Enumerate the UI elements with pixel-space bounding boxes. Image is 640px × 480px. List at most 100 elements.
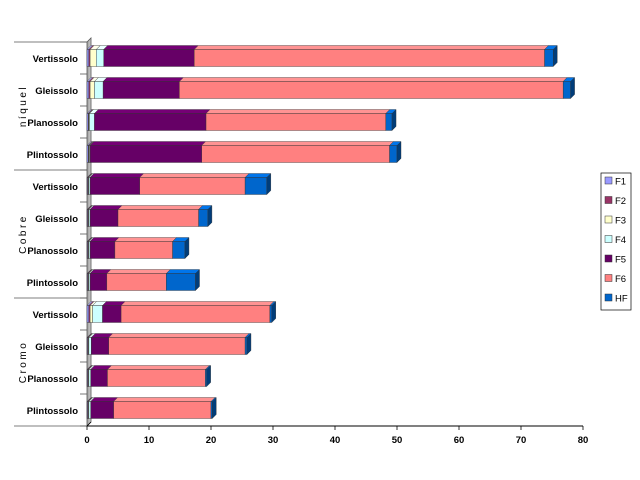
bar-end-face [266,173,271,195]
legend-swatch [604,196,613,204]
legend-item-f4: F4 [604,235,626,246]
x-tick-label: 50 [392,435,403,446]
group-separators [14,41,87,427]
bar-row [86,141,402,163]
legend-item-f2: F2 [604,196,626,207]
bar-segment-f5 [103,45,199,67]
group-label: Cobre [18,214,29,254]
bar-row [86,45,558,67]
category-label: Plintossolo [27,406,78,417]
category-label: Vertissolo [33,310,79,321]
category-label: Planossolo [27,246,78,257]
legend-label: F1 [615,177,626,188]
legend-item-f6: F6 [604,274,626,285]
legend-item-f3: F3 [604,215,626,227]
legend-label: F4 [615,235,626,246]
bar-segment-f5 [90,333,114,355]
category-label: Gleissolo [35,86,78,97]
category-label: Planossolo [27,374,78,385]
x-tick-label: 10 [144,435,155,446]
bar-segment-f6 [205,109,391,131]
bar-segment-f6 [139,173,250,195]
bar-row [86,77,576,99]
legend-label: F3 [615,216,626,227]
bar-end-face [271,301,276,323]
bar-row [86,365,212,387]
category-label: Plintossolo [27,150,78,161]
bar-row [86,173,272,195]
legend-swatch [604,293,613,302]
bar-segment-f6 [120,301,275,323]
x-tick-label: 30 [268,435,279,446]
bar-segment-hf [165,269,200,291]
group-label: níquel [18,85,29,127]
bar-segment-f6 [108,333,250,355]
legend: F1 F2 F3 F4 F5 F6 HF [600,172,632,311]
x-axis-depth-line [86,421,92,427]
x-tick-label: 60 [454,435,465,446]
bar-segment-f6 [117,205,204,227]
legend-item-f1: F1 [604,176,626,188]
bar-segment-f5 [102,301,126,323]
bar-segment-f5 [89,173,145,195]
bar-segment-f6 [113,397,216,419]
bar-end-face [184,237,190,259]
bar-end-face [212,397,217,419]
bar-end-face [206,365,211,387]
bar-segment-f5 [90,365,112,387]
bar-segment-f1 [86,141,93,163]
legend-swatch [604,274,613,282]
bar-segment-f5 [90,397,119,419]
bar-row [86,397,217,419]
legend-label: F6 [615,274,626,285]
group-label: Cromo [18,341,29,384]
legend-label: F5 [615,255,626,266]
bar-segment-f5 [89,205,123,227]
bars-layer [86,45,576,419]
bar-end-face [195,269,200,291]
bar-end-face [396,141,402,163]
category-label: Plintossolo [27,278,78,289]
bar-row [86,205,213,227]
bar-segment-f6 [106,269,171,291]
bar-end-face [246,333,252,355]
bar-segment-f6 [114,237,178,259]
legend-swatch [604,176,613,185]
category-label: Gleissolo [35,214,78,225]
legend-swatch [604,215,613,224]
bar-segment-f6 [106,365,210,387]
bar-segment-hf [244,173,272,195]
bar-row [86,301,277,323]
legend-swatch [604,254,613,263]
bar-row [86,333,252,355]
legend-swatch [604,235,613,243]
bar-segment-f5 [89,141,207,163]
x-tick-label: 0 [84,435,89,446]
category-label: Vertissolo [33,182,79,193]
bar-row [86,237,190,259]
x-tick-label: 80 [578,435,589,446]
category-label: Planossolo [27,118,78,129]
bar-end-face [553,45,558,67]
x-tick-label: 40 [330,435,341,446]
legend-item-hf: HF [604,293,628,305]
bar-segment-f5 [93,109,211,131]
x-tick-label: 70 [516,435,527,446]
bar-row [86,269,200,291]
category-label: Gleissolo [35,342,78,353]
bar-end-face [207,205,213,227]
category-labels: Vertissolo Gleissolo Planossolo Plintossolo… [27,54,78,417]
bar-segment-f6 [193,45,550,67]
legend-label: HF [615,294,628,305]
bar-segment-f5 [102,77,184,99]
bar-segment-f5 [89,237,120,259]
legend-item-f5: F5 [604,254,626,266]
group-labels: níquel Cobre Cromo [18,85,29,383]
x-axis: 0 10 20 30 40 50 60 70 80 [84,421,589,446]
bar-segment-f6 [178,77,568,99]
bar-segment-f6 [201,141,395,163]
bar-row [86,109,397,131]
bar-end-face [391,109,397,131]
bar-end-face [570,77,575,99]
